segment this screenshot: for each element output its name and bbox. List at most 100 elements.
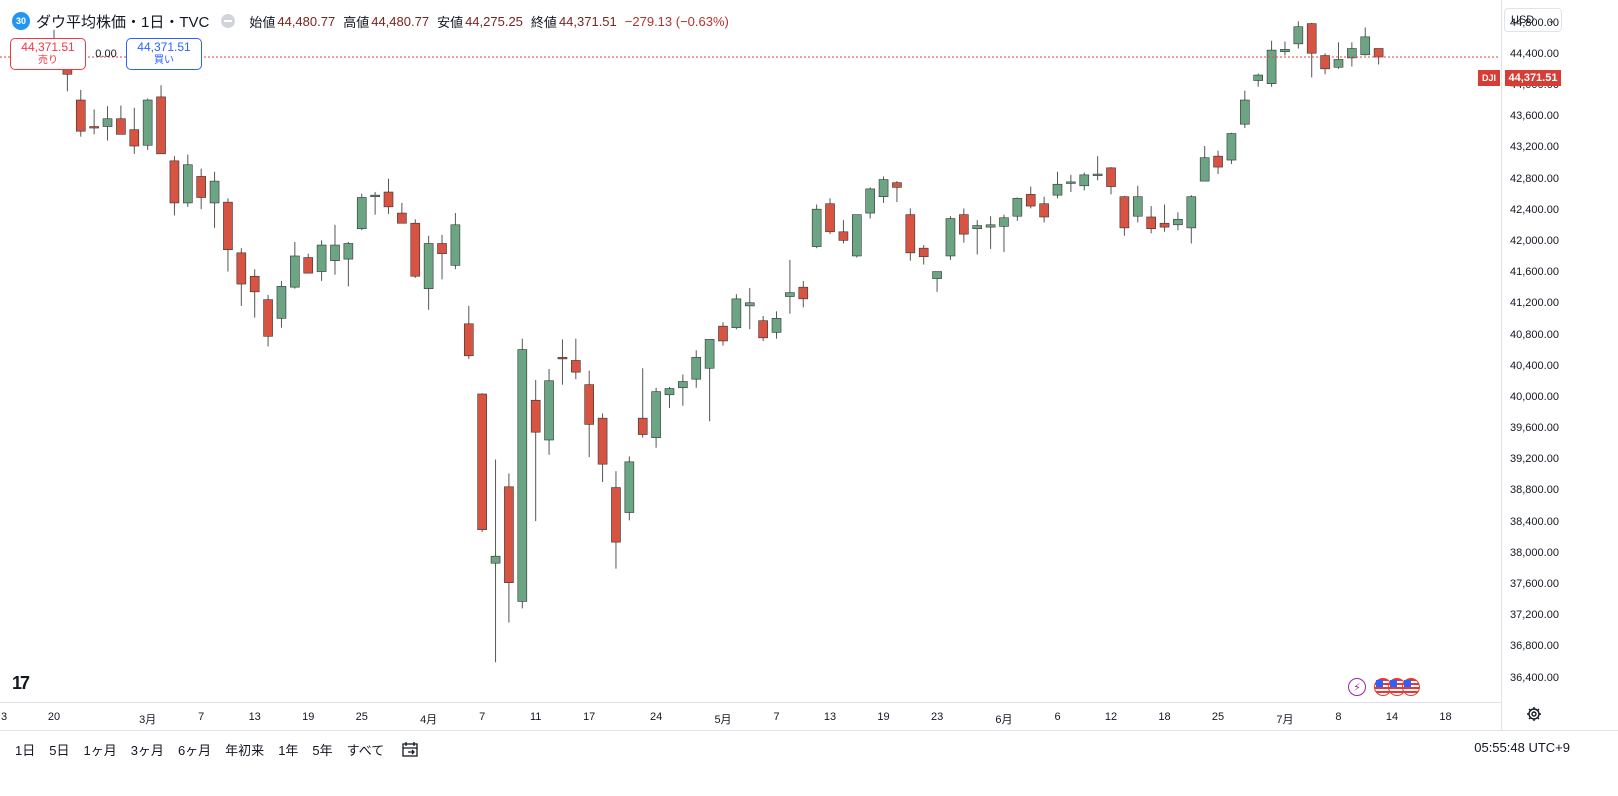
- candle-body[interactable]: [1253, 74, 1263, 81]
- candle-body[interactable]: [918, 247, 929, 258]
- candle-body[interactable]: [1052, 183, 1063, 196]
- candle-body[interactable]: [343, 243, 354, 260]
- candle-body[interactable]: [209, 180, 220, 204]
- candle-body[interactable]: [718, 325, 728, 342]
- candle-body[interactable]: [905, 214, 916, 254]
- candle-body[interactable]: [664, 388, 675, 396]
- candle-body[interactable]: [1333, 59, 1344, 68]
- candle-body[interactable]: [571, 360, 581, 373]
- candle-body[interactable]: [731, 298, 742, 329]
- range-1d[interactable]: 1日: [15, 742, 36, 758]
- candle-body[interactable]: [811, 208, 822, 247]
- candle-body[interactable]: [410, 222, 421, 277]
- candle-body[interactable]: [1012, 197, 1023, 217]
- buy-button[interactable]: 44,371.51 買い: [126, 38, 202, 70]
- candle-body[interactable]: [490, 555, 501, 564]
- candle-body[interactable]: [878, 179, 889, 198]
- tradingview-logo-icon[interactable]: 17: [12, 673, 30, 693]
- candle-body[interactable]: [985, 224, 996, 228]
- candle-body[interactable]: [530, 399, 541, 433]
- candle-body[interactable]: [183, 164, 193, 204]
- candle-body[interactable]: [169, 160, 180, 204]
- candle-body[interactable]: [1173, 219, 1183, 226]
- candle-body[interactable]: [1347, 48, 1357, 59]
- candle-body[interactable]: [263, 299, 273, 337]
- gear-icon[interactable]: [1526, 706, 1542, 722]
- candle-body[interactable]: [463, 323, 474, 357]
- candle-body[interactable]: [932, 271, 942, 279]
- candle-body[interactable]: [999, 217, 1009, 227]
- range-3m[interactable]: 3ヶ月: [130, 742, 164, 758]
- candle-body[interactable]: [504, 486, 514, 583]
- candle-body[interactable]: [678, 381, 688, 389]
- candle-body[interactable]: [1280, 49, 1290, 52]
- clock-display[interactable]: 05:55:48 UTC+9: [1474, 740, 1570, 755]
- candle-body[interactable]: [959, 214, 969, 235]
- candle-body[interactable]: [798, 286, 809, 300]
- candle-body[interactable]: [1293, 26, 1304, 45]
- candle-body[interactable]: [89, 126, 99, 129]
- candle-body[interactable]: [1306, 23, 1317, 54]
- range-6m[interactable]: 6ヶ月: [177, 742, 212, 758]
- candlestick-plot[interactable]: [0, 0, 1500, 702]
- candle-body[interactable]: [637, 417, 648, 435]
- candle-body[interactable]: [691, 357, 702, 380]
- candle-body[interactable]: [303, 257, 314, 274]
- candle-body[interactable]: [437, 243, 447, 254]
- price-axis[interactable]: [1501, 0, 1618, 730]
- candle-body[interactable]: [1132, 196, 1143, 217]
- candle-body[interactable]: [1146, 216, 1156, 229]
- candle-body[interactable]: [236, 252, 247, 285]
- candle-body[interactable]: [116, 118, 126, 135]
- candle-body[interactable]: [1106, 167, 1116, 187]
- candle-body[interactable]: [477, 393, 487, 530]
- candle-body[interactable]: [597, 417, 608, 465]
- candle-body[interactable]: [397, 212, 407, 224]
- collapse-icon[interactable]: [221, 14, 236, 28]
- range-1y[interactable]: 1年: [278, 742, 299, 758]
- range-all[interactable]: すべて: [346, 742, 385, 758]
- candle-body[interactable]: [249, 275, 260, 293]
- candle-body[interactable]: [945, 218, 956, 257]
- candle-body[interactable]: [370, 194, 380, 198]
- symbol-title[interactable]: ダウ平均株価・1日・TVC: [36, 13, 210, 31]
- candle-body[interactable]: [75, 99, 86, 132]
- us-flag-icon[interactable]: [1402, 678, 1420, 696]
- candle-body[interactable]: [1079, 174, 1090, 187]
- range-5y[interactable]: 5年: [312, 742, 333, 758]
- candle-body[interactable]: [771, 318, 782, 333]
- candle-body[interactable]: [102, 118, 113, 127]
- candle-body[interactable]: [1066, 181, 1076, 184]
- candle-body[interactable]: [356, 197, 367, 229]
- candle-body[interactable]: [196, 176, 206, 198]
- candle-body[interactable]: [1360, 36, 1371, 56]
- candle-body[interactable]: [704, 339, 715, 369]
- candle-body[interactable]: [825, 203, 835, 233]
- candle-body[interactable]: [758, 320, 768, 339]
- us-flag-icon[interactable]: [1388, 678, 1406, 696]
- candle-body[interactable]: [316, 244, 327, 272]
- candle-body[interactable]: [450, 224, 461, 266]
- candle-body[interactable]: [1159, 222, 1170, 228]
- candle-body[interactable]: [624, 461, 635, 513]
- candle-body[interactable]: [423, 243, 434, 290]
- dow30-badge[interactable]: 30: [12, 12, 30, 30]
- candle-body[interactable]: [584, 384, 595, 425]
- candle-body[interactable]: [1266, 49, 1277, 84]
- candle-body[interactable]: [290, 255, 300, 288]
- candle-body[interactable]: [744, 302, 755, 307]
- candle-body[interactable]: [142, 99, 153, 146]
- currency-select[interactable]: USD ⌄: [1504, 8, 1562, 32]
- range-5d[interactable]: 5日: [49, 742, 70, 758]
- candle-body[interactable]: [1373, 48, 1384, 58]
- time-axis[interactable]: 3 20 3月 7 13 19 25 4月 7 11 17 24 5月 7 13 19 23 6月 6 12 18 25 7…: [0, 702, 1501, 729]
- candle-body[interactable]: [651, 391, 661, 438]
- candle-body[interactable]: [1226, 133, 1237, 161]
- candle-body[interactable]: [611, 487, 621, 543]
- candle-body[interactable]: [1240, 99, 1250, 125]
- candle-body[interactable]: [276, 286, 287, 319]
- candle-body[interactable]: [1213, 155, 1223, 168]
- range-1m[interactable]: 1ヶ月: [83, 742, 117, 758]
- candle-body[interactable]: [972, 225, 983, 229]
